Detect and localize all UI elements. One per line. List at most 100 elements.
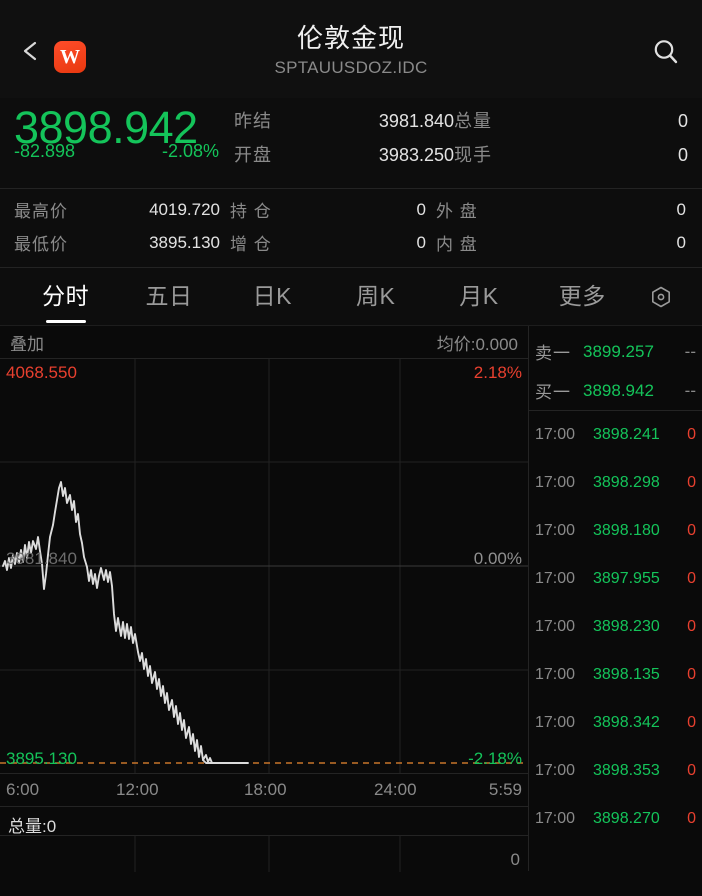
tick-volume: 0 (687, 762, 696, 779)
tab-more[interactable]: 更多 (558, 283, 606, 309)
last-price: 3898.942 (14, 102, 198, 153)
app-header: W 伦敦金现 SPTAUUSDOZ.IDC (0, 0, 702, 98)
tick-price: 3898.135 (593, 666, 660, 683)
stats-row: 最高价 4019.720 持 仓 0 外 盘 0 (14, 193, 688, 226)
tick-price: 3898.342 (593, 714, 660, 731)
tick-time: 17:00 (535, 426, 576, 443)
intraday-chart[interactable]: 4068.550 2.18% 3981.840 0.00% 3895.130 -… (0, 358, 528, 774)
tick-row[interactable]: 17:00 3898.180 0 (529, 507, 702, 555)
stat-label-inner-market: 内 盘 (436, 235, 478, 254)
quote-value-total-volume: 0 (677, 111, 688, 131)
tick-row[interactable]: 17:00 3897.955 0 (529, 555, 702, 603)
tick-volume: 0 (687, 714, 696, 731)
tick-row[interactable]: 17:00 3898.241 0 (529, 411, 702, 459)
quote-value-prev-close: 3981.840 (378, 111, 454, 131)
divider (0, 188, 702, 189)
tick-volume: 0 (687, 426, 696, 443)
price-change: -82.898 (14, 141, 76, 161)
volume-label: 总量:0 (8, 817, 57, 836)
volume-grid (0, 835, 528, 872)
quote-value-open: 3983.250 (378, 145, 454, 165)
tab-daily-k[interactable]: 日K (252, 283, 292, 309)
volume-panel[interactable]: 总量:0 0 (0, 806, 528, 872)
tick-time: 17:00 (535, 522, 576, 539)
chart-svg (0, 359, 528, 773)
tick-price: 3898.241 (593, 426, 660, 443)
tick-row[interactable]: 17:00 3898.230 0 (529, 603, 702, 651)
tick-volume: 0 (687, 474, 696, 491)
tick-price: 3898.353 (593, 762, 660, 779)
search-button[interactable] (650, 36, 682, 68)
stat-label-position-change: 增 仓 (230, 235, 272, 254)
chart-period-tabs: 分时 五日 日K 周K 月K 更多 (0, 268, 702, 326)
chart-column: 叠加 均价:0.000 (0, 326, 528, 872)
tab-intraday[interactable]: 分时 (14, 268, 117, 325)
tick-time: 17:00 (535, 570, 576, 587)
page-title: 伦敦金现 (296, 23, 405, 53)
time-tick: 18:00 (244, 780, 287, 799)
tick-row[interactable]: 17:00 3898.353 0 (529, 747, 702, 795)
stat-value-position-change: 0 (416, 232, 426, 252)
tick-row[interactable]: 17:00 3898.270 0 (529, 795, 702, 843)
overlay-button[interactable]: 叠加 (10, 334, 44, 354)
quote-summary: 3898.942 昨结 3981.840 总量 0 -82.898 -2.08%… (0, 98, 702, 188)
bid-price: 3898.942 (583, 380, 654, 400)
back-button[interactable] (20, 40, 42, 62)
ask-price: 3899.257 (583, 341, 654, 361)
tick-price: 3898.230 (593, 618, 660, 635)
tick-time: 17:00 (535, 618, 576, 635)
chevron-left-icon (23, 41, 37, 61)
tab-weekly-k[interactable]: 周K (355, 283, 396, 309)
tick-row[interactable]: 17:00 3898.342 0 (529, 699, 702, 747)
time-tick: 24:00 (374, 780, 417, 799)
bid-label: 买一 (535, 383, 571, 402)
volume-grid-svg (0, 835, 528, 872)
time-axis: 6:00 12:00 18:00 24:00 5:59 (0, 774, 528, 806)
average-price-label: 均价:0.000 (436, 334, 518, 354)
tick-price: 3898.270 (593, 810, 660, 827)
tick-time: 17:00 (535, 714, 576, 731)
tick-row[interactable]: 17:00 3898.298 0 (529, 459, 702, 507)
search-icon (654, 40, 678, 64)
tick-time: 17:00 (535, 474, 576, 491)
stat-label-open-interest: 持 仓 (230, 202, 272, 221)
tick-row[interactable]: 17:00 3898.135 0 (529, 651, 702, 699)
chart-toolbar: 叠加 均价:0.000 (0, 326, 528, 358)
tab-monthly-k[interactable]: 月K (459, 283, 499, 309)
quote-label-prev-close: 昨结 (234, 111, 272, 131)
order-book-row-bid[interactable]: 买一 3898.942 -- (529, 371, 702, 410)
hex-settings-icon (651, 286, 670, 307)
stats-table: 最高价 4019.720 持 仓 0 外 盘 0 最低价 3895.130 增 … (0, 189, 702, 267)
volume-axis-max: 0 (510, 850, 520, 869)
tick-volume: 0 (687, 666, 696, 683)
stat-label-outer-market: 外 盘 (436, 202, 478, 221)
stat-value-open-interest: 0 (416, 199, 426, 219)
time-tick: 6:00 (6, 780, 40, 799)
tick-volume: 0 (687, 618, 696, 635)
chart-settings-button[interactable] (634, 284, 688, 310)
order-book-row-ask[interactable]: 卖一 3899.257 -- (529, 332, 702, 371)
order-book-and-ticks: 卖一 3899.257 -- 买一 3898.942 -- 17:00 3898… (528, 326, 702, 871)
symbol-code: SPTAUUSDOZ.IDC (274, 58, 428, 77)
stat-label-low: 最低价 (14, 235, 68, 254)
stats-row: 最低价 3895.130 增 仓 0 内 盘 0 (14, 226, 688, 259)
chart-and-ticks: 叠加 均价:0.000 (0, 326, 702, 872)
stat-value-outer-market: 0 (676, 199, 686, 219)
price-change-pct: -2.08% (161, 141, 219, 161)
order-book: 卖一 3899.257 -- 买一 3898.942 -- (529, 326, 702, 411)
tick-volume: 0 (687, 570, 696, 587)
app-logo[interactable]: W (54, 41, 86, 73)
bid-volume: -- (684, 380, 696, 400)
tab-five-day[interactable]: 五日 (145, 283, 193, 309)
time-tick: 5:59 (488, 780, 522, 799)
tick-time: 17:00 (535, 666, 576, 683)
quote-label-current-lot: 现手 (454, 145, 492, 165)
ask-volume: -- (684, 341, 696, 361)
tick-time: 17:00 (535, 762, 576, 779)
ask-label: 卖一 (535, 344, 571, 363)
stat-value-inner-market: 0 (676, 232, 686, 252)
tick-price: 3897.955 (593, 570, 660, 587)
trade-tick-list[interactable]: 17:00 3898.241 0 17:00 3898.298 0 17:00 … (529, 411, 702, 843)
title-block: 伦敦金现 SPTAUUSDOZ.IDC (0, 22, 702, 78)
